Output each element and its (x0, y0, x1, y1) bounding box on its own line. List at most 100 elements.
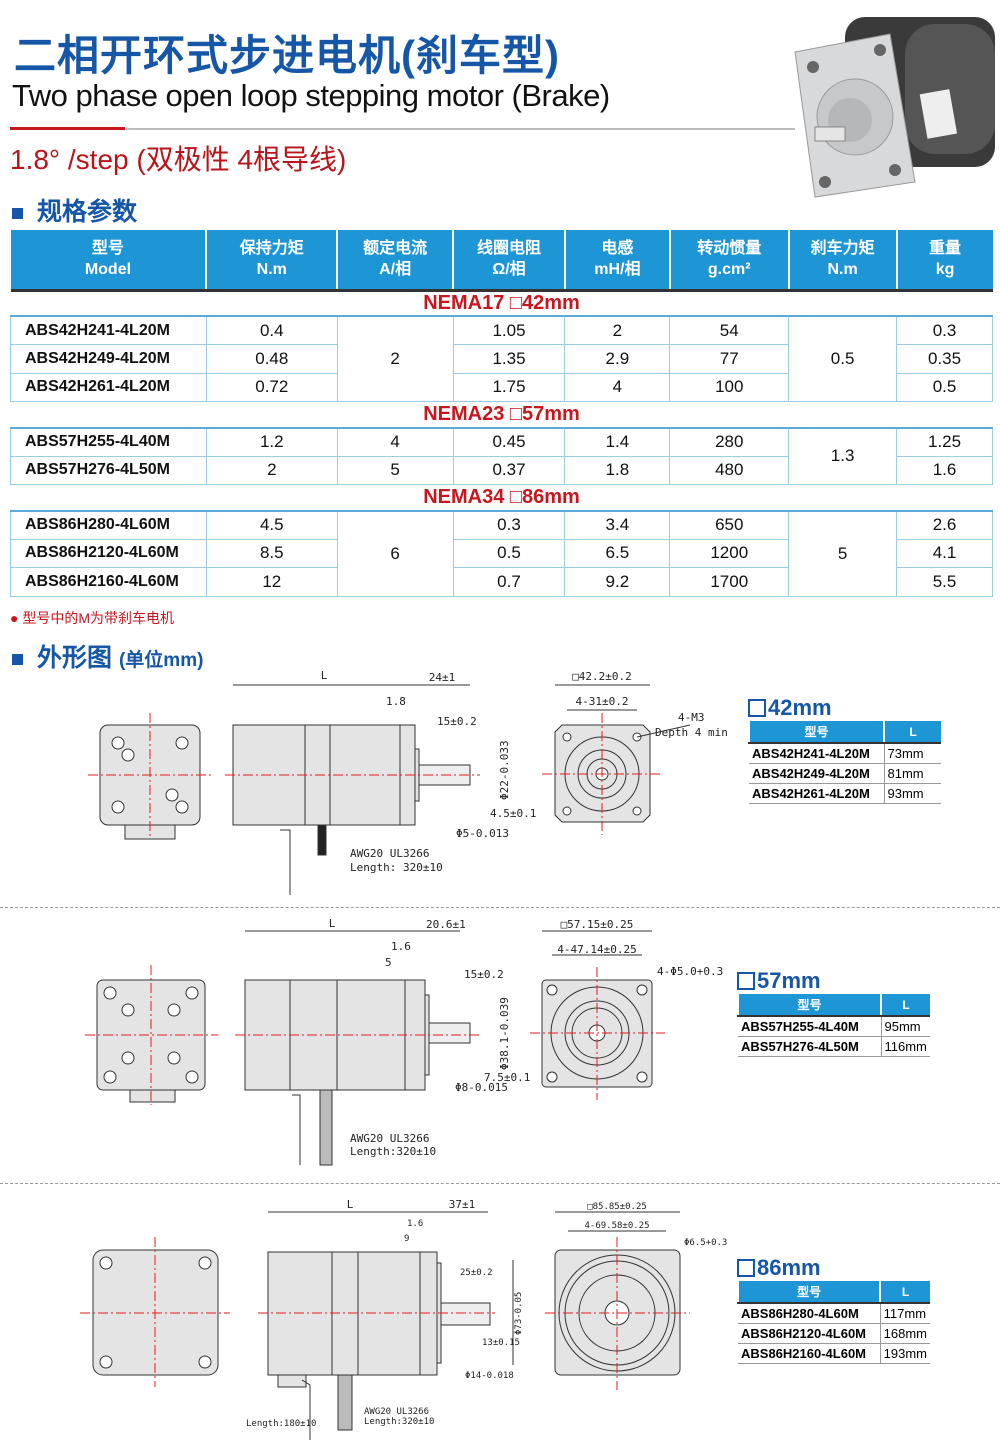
cell-inertia: 77 (669, 344, 790, 374)
cell-current: 4 (336, 427, 454, 457)
dim-step: 5 (385, 956, 392, 969)
cell-model: ABS86H2160-4L60M (10, 567, 207, 597)
cell-torque: 0.48 (205, 344, 338, 374)
dimension-lines (245, 930, 652, 956)
model-footnote: ● 型号中的M为带刹车电机 (10, 610, 175, 626)
table-row: ABS86H280-4L60M 117mm (738, 1303, 930, 1324)
section-divider (0, 1183, 1000, 1184)
col-holding-torque: 保持力矩 N.m (205, 230, 338, 290)
table-row: ABS57H276-4L50M 2 5 0.37 1.8 480 1.6 (10, 455, 993, 485)
cell-brake: 0.5 (788, 315, 898, 402)
dim-shaft-length: 24±1 (429, 671, 456, 684)
col-resistance: 线圈电阻 Ω/相 (452, 230, 565, 290)
dim-square: □42.2±0.2 (572, 670, 632, 683)
cell-torque: 2 (205, 455, 338, 485)
cable-spec: AWG20 UL3266 (350, 847, 429, 860)
cell-inductance: 9.2 (564, 567, 671, 597)
dim-shaft-diameter: Φ14-0.018 (465, 1371, 514, 1381)
cell-weight: 0.3 (896, 315, 993, 345)
table-row: ABS42H261-4L20M 0.72 1.75 4 100 0.5 (10, 372, 993, 402)
col-L: L (883, 721, 941, 744)
centerlines (80, 1237, 690, 1390)
bullet-square-icon (12, 207, 23, 219)
dim-hole-pitch: 4-69.58±0.25 (584, 1221, 649, 1231)
dim-length: L (321, 669, 328, 682)
cell-resistance: 0.3 (452, 510, 566, 540)
cell-inductance: 6.5 (564, 538, 671, 568)
cell-resistance: 0.5 (452, 538, 566, 568)
square-icon (737, 972, 755, 990)
dim-mount-holes: 4-M3 (678, 711, 705, 724)
drawing-86mm: L 37±1 1.6 9 25±0.2 Φ73-0.05 13±0.15 Φ14… (80, 1198, 727, 1440)
cell-resistance: 0.45 (452, 427, 566, 457)
cell-current: 2 (336, 315, 454, 402)
dim-square: □57.15±0.25 (561, 918, 634, 931)
title-underline (125, 128, 795, 130)
cell-resistance: 1.75 (452, 372, 566, 402)
centerlines (88, 713, 662, 837)
cell-inertia: 480 (669, 455, 790, 485)
col-model: 型号 (737, 994, 881, 1017)
spec-heading-text: 规格参数 (37, 198, 138, 226)
dim-step: 9 (404, 1234, 409, 1244)
col-weight: 重量 kg (895, 230, 993, 290)
cell-weight: 0.5 (896, 372, 993, 402)
dim-flange: 1.6 (407, 1219, 423, 1229)
dim-flat: 7.5±0.1 (484, 1071, 530, 1084)
dim-square: □85.85±0.25 (587, 1202, 647, 1212)
dim-key-length: 15±0.2 (464, 968, 504, 981)
dim-boss-diameter: Φ38.1-0.039 (498, 997, 511, 1070)
square-icon (737, 1259, 755, 1277)
cell-resistance: 0.37 (452, 455, 566, 485)
table-row: ABS42H249-4L20M 81mm (749, 763, 941, 784)
col-L: L (880, 994, 930, 1017)
section-divider (0, 907, 1000, 908)
brake-cable-length: Length:180±10 (246, 1419, 316, 1429)
group-header-nema34: NEMA34 □86mm (10, 484, 993, 512)
dim-hole-pitch: 4-31±0.2 (576, 695, 629, 708)
drawing-42mm: L 24±1 1.8 15±0.2 Φ22-0.033 4.5±0.1 Φ5-0… (88, 669, 728, 895)
cell-inductance: 4 (564, 372, 671, 402)
cell-weight: 2.6 (896, 510, 993, 540)
cell-current: 6 (336, 510, 454, 597)
group-header-nema23: NEMA23 □57mm (10, 401, 993, 429)
cable-length: Length: 320±10 (350, 861, 443, 874)
l-table-42mm: 42mm 型号 L ABS42H241-4L20M 73mm ABS42H249-4… (748, 695, 941, 804)
table-row: ABS86H2160-4L60M 193mm (738, 1343, 930, 1364)
cell-weight: 1.6 (896, 455, 993, 485)
cell-model: ABS42H241-4L20M (10, 315, 207, 345)
cell-inertia: 280 (669, 427, 790, 457)
cell-inertia: 650 (669, 510, 790, 540)
cell-model: ABS86H280-4L60M (10, 510, 207, 540)
cell-resistance: 0.7 (452, 567, 566, 597)
dim-mount-holes: Φ6.5+0.3 (684, 1238, 727, 1248)
dim-key-length: 25±0.2 (460, 1268, 493, 1278)
cell-current: 5 (336, 455, 454, 485)
dimension-lines (268, 1211, 680, 1365)
cable-length: Length:320±10 (364, 1417, 434, 1427)
cell-weight: 1.25 (896, 427, 993, 457)
dim-length: L (329, 917, 336, 930)
cell-torque: 1.2 (205, 427, 338, 457)
dim-shaft-length: 20.6±1 (426, 918, 466, 931)
cell-model: ABS42H261-4L20M (10, 372, 207, 402)
cell-inductance: 1.4 (564, 427, 671, 457)
cell-inductance: 2 (564, 315, 671, 345)
cell-inductance: 1.8 (564, 455, 671, 485)
dim-length: L (347, 1198, 354, 1211)
dim-flat: 4.5±0.1 (490, 807, 536, 820)
dim-hole-depth: Depth 4 min (655, 726, 728, 739)
dimension-heading-text: 外形图 (37, 644, 113, 672)
table-row: ABS42H241-4L20M 0.4 2 1.05 2 54 0.5 0.3 (10, 315, 993, 402)
cell-torque: 12 (205, 567, 338, 597)
bullet-square-icon (12, 653, 23, 665)
dim-flange: 1.6 (391, 940, 411, 953)
table-row: ABS57H276-4L50M 116mm (738, 1036, 930, 1057)
cell-torque: 0.72 (205, 372, 338, 402)
table-row: ABS42H261-4L20M 93mm (749, 783, 941, 804)
centerlines (85, 965, 665, 1105)
cell-model: ABS42H249-4L20M (10, 344, 207, 374)
l-table-57mm: 57mm 型号 L ABS57H255-4L40M 95mm ABS57H276-4… (737, 968, 930, 1057)
page-title-cn: 二相开环式步进电机(刹车型) (14, 32, 560, 79)
frame-size-title: 57mm (737, 968, 930, 994)
